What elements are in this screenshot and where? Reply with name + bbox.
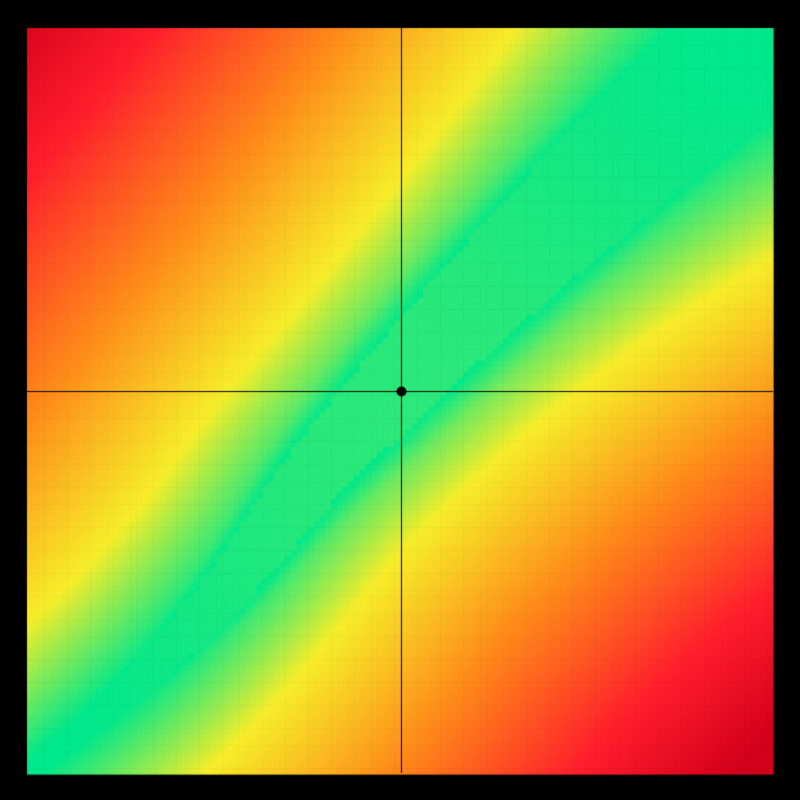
bottleneck-heatmap	[0, 0, 800, 800]
chart-frame: TheBottleneck.com	[0, 0, 800, 800]
